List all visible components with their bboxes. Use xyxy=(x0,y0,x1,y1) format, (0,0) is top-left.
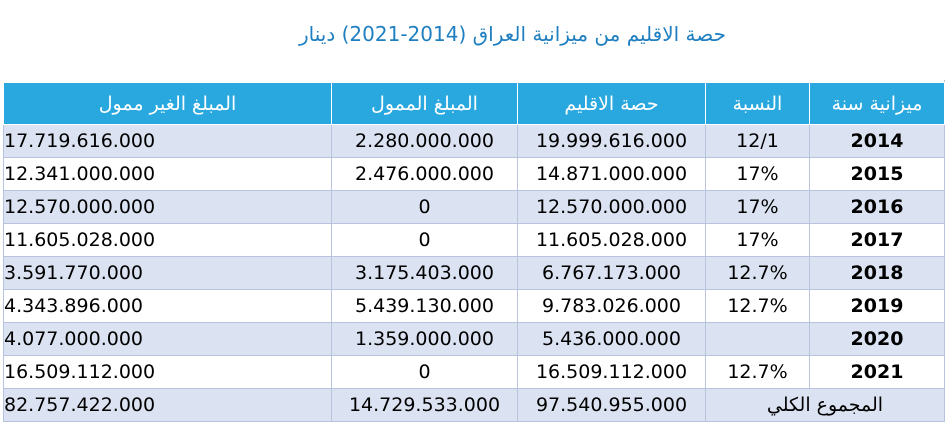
cell-funded: 2.476.000.000 xyxy=(331,157,518,191)
cell-funded: 0 xyxy=(331,355,518,389)
total-unfunded: 82.757.422.000 xyxy=(3,388,332,422)
cell-ratio: 12.7% xyxy=(705,256,810,290)
cell-region-share: 6.767.173.000 xyxy=(517,256,706,290)
cell-ratio: 12.7% xyxy=(705,355,810,389)
cell-region-share: 9.783.026.000 xyxy=(517,289,706,323)
table-title: حصة الاقليم من ميزانية العراق (2014-2021… xyxy=(299,22,726,46)
table-row: 3.591.770.000 3.175.403.000 6.767.173.000 1… xyxy=(3,256,945,290)
cell-year: 2019 xyxy=(809,289,945,323)
cell-ratio: 17% xyxy=(705,190,810,224)
cell-unfunded: 12.570.000.000 xyxy=(3,190,332,224)
header-row: المبلغ الغير ممول المبلغ الممول حصة الاق… xyxy=(3,82,945,125)
cell-year: 2021 xyxy=(809,355,945,389)
cell-region-share: 14.871.000.000 xyxy=(517,157,706,191)
total-label: المجموع الكلي xyxy=(705,388,945,422)
cell-funded: 1.359.000.000 xyxy=(331,322,518,356)
cell-unfunded: 4.343.896.000 xyxy=(3,289,332,323)
cell-unfunded: 16.509.112.000 xyxy=(3,355,332,389)
cell-unfunded: 4.077.000.000 xyxy=(3,322,332,356)
cell-year: 2017 xyxy=(809,223,945,257)
cell-unfunded: 11.605.028.000 xyxy=(3,223,332,257)
total-funded: 14.729.533.000 xyxy=(331,388,518,422)
cell-ratio: 12.7% xyxy=(705,289,810,323)
cell-funded: 5.439.130.000 xyxy=(331,289,518,323)
cell-region-share: 16.509.112.000 xyxy=(517,355,706,389)
cell-funded: 3.175.403.000 xyxy=(331,256,518,290)
cell-funded: 0 xyxy=(331,223,518,257)
cell-region-share: 11.605.028.000 xyxy=(517,223,706,257)
header-region-share: حصة الاقليم xyxy=(517,82,706,125)
cell-ratio xyxy=(705,322,810,356)
page-edge-line xyxy=(944,80,945,420)
budget-table: المبلغ الغير ممول المبلغ الممول حصة الاق… xyxy=(3,82,945,422)
header-unfunded: المبلغ الغير ممول xyxy=(3,82,332,125)
cell-funded: 2.280.000.000 xyxy=(331,124,518,158)
cell-unfunded: 17.719.616.000 xyxy=(3,124,332,158)
table-row: 17.719.616.000 2.280.000.000 19.999.616.00… xyxy=(3,124,945,158)
cell-year: 2015 xyxy=(809,157,945,191)
cell-region-share: 12.570.000.000 xyxy=(517,190,706,224)
table-row: 11.605.028.000 0 11.605.028.000 17% 2017 xyxy=(3,223,945,257)
header-ratio: النسبة xyxy=(705,82,810,125)
table-row: 12.341.000.000 2.476.000.000 14.871.000.00… xyxy=(3,157,945,191)
cell-unfunded: 3.591.770.000 xyxy=(3,256,332,290)
cell-funded: 0 xyxy=(331,190,518,224)
header-budget-year: ميزانية سنة xyxy=(809,82,945,125)
total-row: 82.757.422.000 14.729.533.000 97.540.955.0… xyxy=(3,388,945,422)
table-row: 12.570.000.000 0 12.570.000.000 17% 2016 xyxy=(3,190,945,224)
table-row: 4.343.896.000 5.439.130.000 9.783.026.000 1… xyxy=(3,289,945,323)
cell-region-share: 5.436.000.000 xyxy=(517,322,706,356)
cell-year: 2016 xyxy=(809,190,945,224)
cell-ratio: 17% xyxy=(705,223,810,257)
cell-year: 2018 xyxy=(809,256,945,290)
table-row: 4.077.000.000 1.359.000.000 5.436.000.000 2… xyxy=(3,322,945,356)
table-row: 16.509.112.000 0 16.509.112.000 12.7% 2021 xyxy=(3,355,945,389)
cell-year: 2014 xyxy=(809,124,945,158)
cell-region-share: 19.999.616.000 xyxy=(517,124,706,158)
cell-ratio: 12/1 xyxy=(705,124,810,158)
cell-unfunded: 12.341.000.000 xyxy=(3,157,332,191)
cell-year: 2020 xyxy=(809,322,945,356)
cell-ratio: 17% xyxy=(705,157,810,191)
header-funded: المبلغ الممول xyxy=(331,82,518,125)
total-region-share: 97.540.955.000 xyxy=(517,388,706,422)
